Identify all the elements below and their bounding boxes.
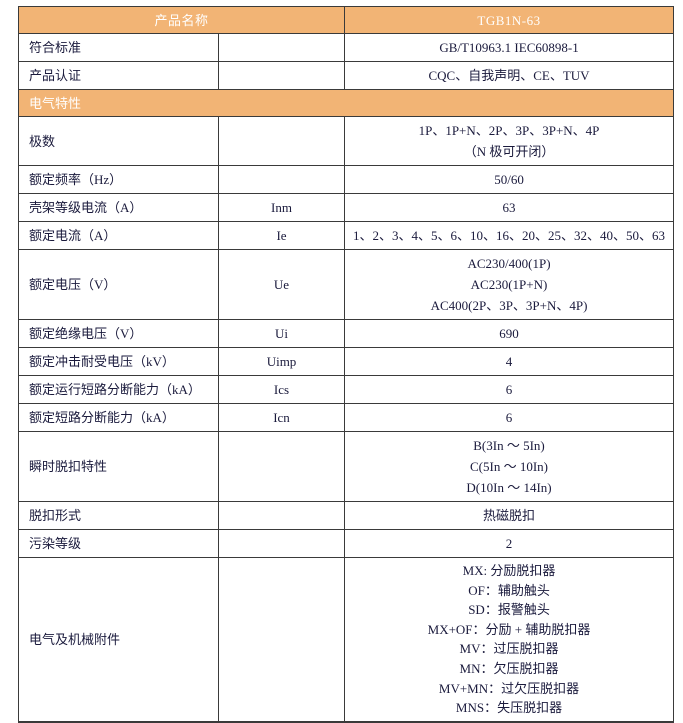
value-line: AC230/400(1P): [467, 256, 551, 271]
row-label: 脱扣形式: [18, 501, 219, 530]
row-label: 额定运行短路分断能力（kA）: [18, 375, 219, 404]
row-value: 690: [344, 319, 675, 348]
value-line: MV+MN：过欠压脱扣器: [438, 680, 580, 696]
table-row: 额定绝缘电压（V） Ui 690: [18, 319, 675, 348]
table-row: 额定电流（A） Ie 1、2、3、4、5、6、10、16、20、25、32、40…: [18, 221, 675, 250]
value-line: MX: 分励脱扣器: [462, 563, 556, 578]
value-line: 63: [502, 200, 516, 215]
section-band-electrical: 电气特性: [17, 89, 675, 117]
value-line: MN：欠压脱扣器: [459, 660, 559, 676]
section-band-row: 电气特性: [17, 89, 675, 117]
table-row: 额定运行短路分断能力（kA） Ics 6: [18, 375, 675, 404]
product-spec-table: 产品名称 TGB1N-63 符合标准 GB/T10963.1 IEC60898-…: [17, 6, 675, 723]
header-product-name: 产品名称: [17, 6, 346, 34]
value-line: 1P、1P+N、2P、3P、3P+N、4P: [418, 123, 600, 138]
row-value: 热磁脱扣: [344, 501, 675, 530]
row-value: MX: 分励脱扣器 OF：辅助触头 SD：报警触头 MX+OF：分励 + 辅助脱…: [344, 556, 675, 723]
row-label: 额定频率（Hz）: [18, 165, 219, 194]
row-symbol: [218, 431, 345, 502]
row-value: 63: [344, 193, 675, 222]
value-line: 6: [505, 382, 513, 397]
spec-table-body: 产品名称 TGB1N-63 符合标准 GB/T10963.1 IEC60898-…: [17, 6, 675, 723]
row-symbol: Ics: [218, 375, 345, 404]
value-line: SD：报警触头: [468, 602, 550, 618]
row-symbol: [218, 61, 345, 90]
table-row: 瞬时脱扣特性 B(3In ～ 5In) C(5In ～ 10In) D(10In…: [18, 431, 675, 502]
value-line: 50/60: [494, 172, 524, 187]
value-line: AC230(1P+N): [470, 277, 548, 292]
table-header-row: 产品名称 TGB1N-63: [17, 6, 675, 34]
value-line: OF：辅助触头: [468, 582, 550, 598]
table-row: 极数 1P、1P+N、2P、3P、3P+N、4P （N 极可开闭）: [18, 116, 675, 166]
value-line: （N 极可开闭）: [463, 144, 555, 159]
table-row: 污染等级 2: [18, 529, 675, 558]
table-row: 脱扣形式 热磁脱扣: [18, 501, 675, 530]
value-line: 2: [505, 536, 513, 551]
table-row: 壳架等级电流（A） Inm 63: [18, 193, 675, 222]
row-value: 6: [344, 375, 675, 404]
row-label: 污染等级: [18, 529, 219, 558]
table-row: 符合标准 GB/T10963.1 IEC60898-1: [18, 33, 675, 62]
row-symbol: [218, 116, 345, 166]
table-row: 额定冲击耐受电压（kV） Uimp 4: [18, 347, 675, 376]
row-symbol: [218, 501, 345, 530]
value-line: AC400(2P、3P、3P+N、4P): [430, 298, 588, 313]
value-line: 4: [505, 354, 513, 369]
row-value: AC230/400(1P) AC230(1P+N) AC400(2P、3P、3P…: [344, 249, 675, 320]
value-line: 热磁脱扣: [483, 508, 536, 523]
row-label: 符合标准: [18, 33, 219, 62]
table-row: 额定短路分断能力（kA） Icn 6: [18, 403, 675, 432]
value-line: MV：过压脱扣器: [459, 641, 559, 657]
row-symbol: Uimp: [218, 347, 345, 376]
row-label: 额定电压（V）: [18, 249, 219, 320]
table-row: 额定电压（V） Ue AC230/400(1P) AC230(1P+N) AC4…: [18, 249, 675, 320]
value-line: C(5In ～ 10In): [470, 459, 549, 474]
row-symbol: [218, 529, 345, 558]
row-label: 壳架等级电流（A）: [18, 193, 219, 222]
row-symbol: [218, 556, 345, 723]
row-label: 额定电流（A）: [18, 221, 219, 250]
row-symbol: Ue: [218, 249, 345, 320]
row-symbol: Icn: [218, 403, 345, 432]
row-value: 2: [344, 529, 675, 558]
row-symbol: [218, 165, 345, 194]
row-value: 4: [344, 347, 675, 376]
row-label: 电气及机械附件: [18, 556, 219, 723]
row-value: 50/60: [344, 165, 675, 194]
table-row: 产品认证 CQC、自我声明、CE、TUV: [18, 61, 675, 90]
row-symbol: Ui: [218, 319, 345, 348]
row-label: 产品认证: [18, 61, 219, 90]
value-line: MX+OF：分励 + 辅助脱扣器: [427, 621, 591, 637]
row-value: GB/T10963.1 IEC60898-1: [344, 33, 675, 62]
table-row: 电气及机械附件 MX: 分励脱扣器 OF：辅助触头 SD：报警触头 MX+OF：…: [18, 556, 675, 723]
row-label: 额定短路分断能力（kA）: [18, 403, 219, 432]
row-value: 6: [344, 403, 675, 432]
value-line: MNS：失压脱扣器: [455, 700, 563, 716]
row-value: 1、2、3、4、5、6、10、16、20、25、32、40、50、63: [344, 221, 675, 250]
value-line: 690: [499, 326, 519, 341]
value-line: CQC、自我声明、CE、TUV: [428, 68, 590, 83]
row-value: CQC、自我声明、CE、TUV: [344, 61, 675, 90]
value-line: B(3In ～ 5In): [473, 438, 545, 453]
row-symbol: Inm: [218, 193, 345, 222]
value-line: D(10In ～ 14In): [466, 480, 552, 495]
header-product-model: TGB1N-63: [344, 6, 675, 34]
row-symbol: Ie: [218, 221, 345, 250]
row-symbol: [218, 33, 345, 62]
row-label: 额定冲击耐受电压（kV）: [18, 347, 219, 376]
value-line: 6: [505, 410, 513, 425]
table-row: 额定频率（Hz） 50/60: [18, 165, 675, 194]
row-label: 额定绝缘电压（V）: [18, 319, 219, 348]
row-label: 极数: [18, 116, 219, 166]
value-line: GB/T10963.1 IEC60898-1: [439, 40, 579, 55]
row-value: 1P、1P+N、2P、3P、3P+N、4P （N 极可开闭）: [344, 116, 675, 166]
value-line: 1、2、3、4、5、6、10、16、20、25、32、40、50、63: [353, 228, 666, 243]
row-value: B(3In ～ 5In) C(5In ～ 10In) D(10In ～ 14In…: [344, 431, 675, 502]
row-label: 瞬时脱扣特性: [18, 431, 219, 502]
